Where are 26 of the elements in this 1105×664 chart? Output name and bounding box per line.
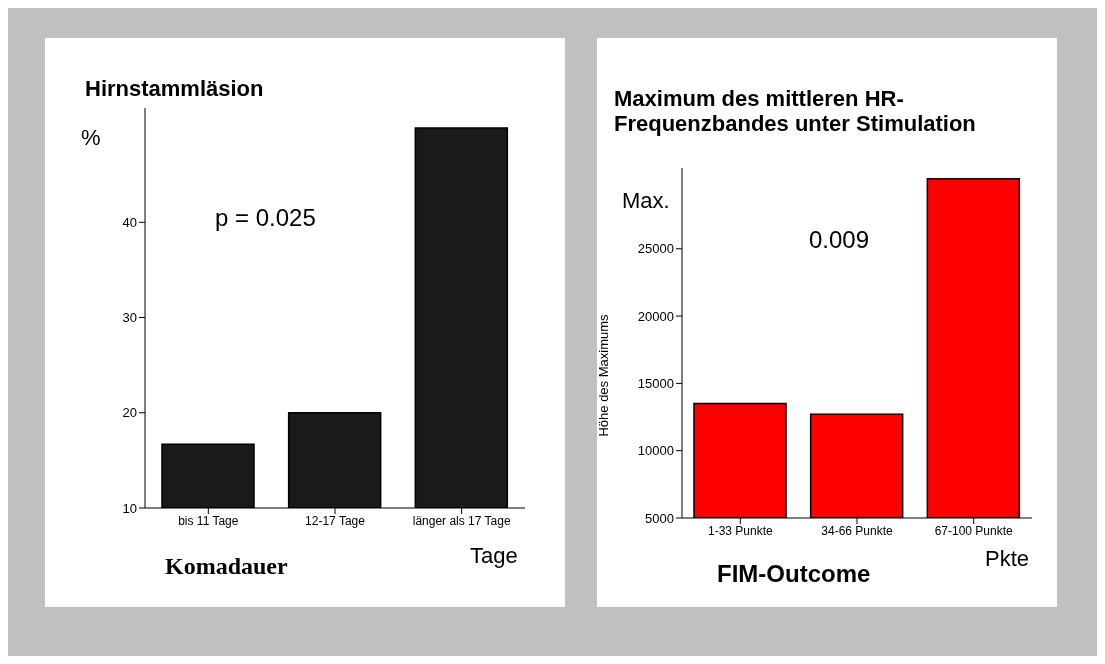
x-tick-label: 34-66 Punkte bbox=[821, 523, 894, 538]
y-tick-label: 5000 bbox=[645, 510, 674, 526]
x-axis-title: Komadauer bbox=[165, 553, 288, 580]
x-tick-label: 12-17 Tage bbox=[305, 513, 366, 528]
y-axis-title: Höhe des Maximums bbox=[595, 314, 611, 437]
x-axis-title: FIM-Outcome bbox=[717, 560, 871, 588]
x-tick-label: 67-100 Punkte bbox=[934, 523, 1014, 538]
annotation: p = 0.025 bbox=[215, 204, 316, 232]
annotation: 0.009 bbox=[809, 226, 870, 254]
y-tick-label: 30 bbox=[122, 310, 137, 326]
y-tick-label: 20 bbox=[122, 405, 137, 421]
y-tick-label: 20000 bbox=[637, 308, 674, 324]
y-tick-label: 10 bbox=[122, 500, 137, 516]
text: Tage bbox=[470, 543, 518, 569]
text: Pkte bbox=[985, 546, 1030, 572]
y-tick-label: 10000 bbox=[637, 443, 674, 459]
y-tick-label: 25000 bbox=[637, 241, 674, 257]
x-tick-label: bis 11 Tage bbox=[178, 513, 239, 528]
y-tick-label: 40 bbox=[122, 214, 137, 230]
text: Max. bbox=[622, 188, 670, 214]
x-tick-label: länger als 17 Tage bbox=[412, 513, 511, 528]
y-axis-title: % bbox=[81, 125, 101, 151]
x-tick-label: 1-33 Punkte bbox=[707, 523, 774, 538]
y-tick-label: 15000 bbox=[637, 376, 674, 391]
chart-title: Maximum des mittleren HR-Frequenzbandes unter Stimulation bbox=[614, 86, 977, 137]
chart-title: Hirnstammläsion bbox=[85, 76, 265, 102]
